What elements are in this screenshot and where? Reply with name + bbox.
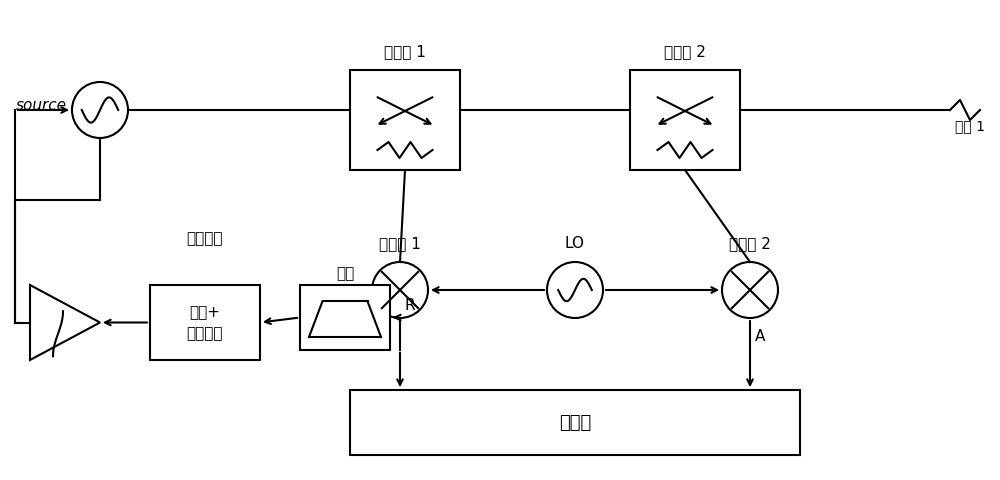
FancyBboxPatch shape: [150, 286, 260, 360]
Text: R: R: [405, 298, 416, 313]
Circle shape: [372, 263, 428, 318]
Circle shape: [547, 263, 603, 318]
Text: 接收机: 接收机: [559, 414, 591, 432]
Text: 混频器 2: 混频器 2: [729, 236, 771, 251]
Text: A: A: [755, 328, 765, 343]
Text: 耦合器 1: 耦合器 1: [384, 44, 426, 59]
Text: 耦合器 2: 耦合器 2: [664, 44, 706, 59]
FancyBboxPatch shape: [350, 71, 460, 171]
Text: LO: LO: [565, 236, 585, 251]
FancyBboxPatch shape: [630, 71, 740, 171]
Text: 控制电压: 控制电压: [187, 230, 223, 245]
FancyBboxPatch shape: [350, 390, 800, 455]
Text: 带通: 带通: [336, 265, 354, 280]
Text: 检波+
对数放大: 检波+ 对数放大: [187, 305, 223, 341]
Text: 混频器 1: 混频器 1: [379, 236, 421, 251]
FancyBboxPatch shape: [300, 286, 390, 350]
Text: source: source: [16, 98, 67, 113]
Circle shape: [722, 263, 778, 318]
Polygon shape: [30, 286, 100, 360]
Circle shape: [72, 83, 128, 139]
Text: 端口 1: 端口 1: [955, 119, 985, 133]
